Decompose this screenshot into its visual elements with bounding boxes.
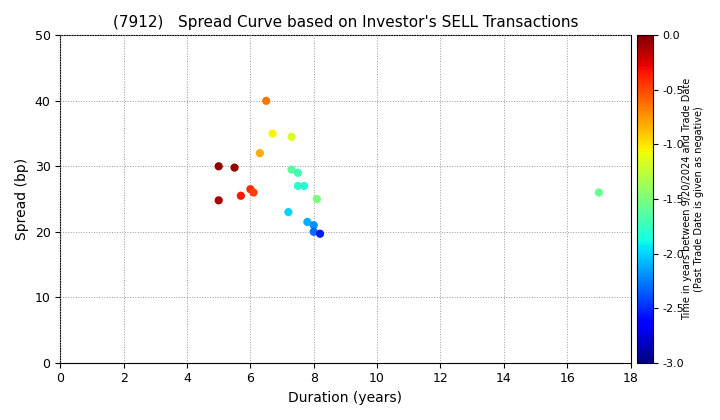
Point [283,209,294,215]
Point [229,164,240,171]
Point [245,186,256,192]
Title: (7912)   Spread Curve based on Investor's SELL Transactions: (7912) Spread Curve based on Investor's … [112,15,578,30]
Point [315,231,326,237]
Y-axis label: Time in years between 9/20/2024 and Trade Date
(Past Trade Date is given as nega: Time in years between 9/20/2024 and Trad… [682,78,703,320]
Point [286,134,297,140]
Point [308,228,320,235]
Point [213,163,225,170]
Y-axis label: Spread (bp): Spread (bp) [15,158,29,240]
X-axis label: Duration (years): Duration (years) [289,391,402,405]
Point [248,189,259,196]
Point [292,183,304,189]
Point [292,170,304,176]
Point [235,192,247,199]
Point [308,222,320,228]
Point [267,130,279,137]
Point [286,166,297,173]
Point [302,218,313,225]
Point [593,189,605,196]
Point [299,183,310,189]
Point [261,97,272,104]
Point [254,150,266,157]
Point [311,196,323,202]
Point [213,197,225,204]
